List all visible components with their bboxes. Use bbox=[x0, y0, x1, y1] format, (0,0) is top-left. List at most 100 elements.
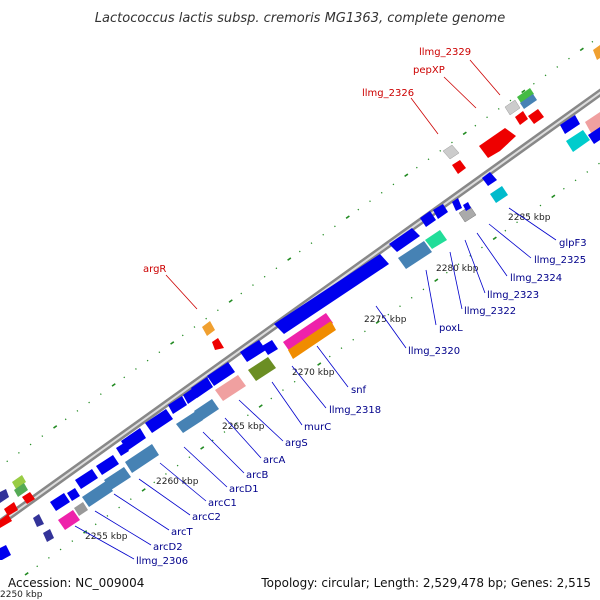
gene-glpf3[interactable] bbox=[482, 172, 497, 186]
tick-mark bbox=[275, 267, 278, 270]
gene-llmg-2320[interactable] bbox=[274, 254, 389, 334]
tick-mark bbox=[521, 89, 526, 94]
gene-small-blue[interactable] bbox=[463, 202, 471, 211]
gene-argr-orange[interactable] bbox=[202, 321, 215, 336]
label-argr[interactable]: argR bbox=[143, 264, 166, 275]
tick-mark bbox=[532, 82, 535, 85]
gene-murc-blue-b[interactable] bbox=[262, 340, 278, 355]
gene-llmg-2326[interactable] bbox=[442, 144, 460, 160]
tick-mark bbox=[64, 418, 67, 421]
label-arca[interactable]: arcA bbox=[263, 455, 286, 466]
label-llmg-2325[interactable]: llmg_2325 bbox=[534, 255, 586, 266]
gene-left-lime[interactable] bbox=[12, 475, 26, 489]
tick-mark bbox=[504, 229, 507, 232]
label-llmg-2326[interactable]: llmg_2326 bbox=[362, 88, 414, 99]
label-llmg-2323[interactable]: llmg_2323 bbox=[487, 290, 539, 301]
gene-arcc2[interactable] bbox=[104, 467, 131, 490]
tick-mark bbox=[334, 225, 336, 228]
tick-mark bbox=[462, 131, 467, 136]
gene-args[interactable] bbox=[215, 375, 246, 401]
gene-argr[interactable] bbox=[212, 338, 224, 350]
gene-left-green[interactable] bbox=[14, 483, 28, 497]
gene-pepxp-b[interactable] bbox=[528, 109, 544, 124]
label-pepxp[interactable]: pepXP bbox=[413, 65, 445, 76]
label-arcc2[interactable]: arcC2 bbox=[192, 512, 221, 523]
label-llmg-2329[interactable]: llmg_2329 bbox=[419, 47, 471, 58]
label-llmg-2306[interactable]: llmg_2306 bbox=[136, 556, 188, 567]
gene-snf[interactable] bbox=[283, 313, 333, 352]
gene-arct-blue-c[interactable] bbox=[67, 488, 80, 501]
map-title: Lactococcus lactis subsp. cremoris MG136… bbox=[95, 11, 505, 26]
tick-mark bbox=[591, 40, 594, 43]
gene-murc[interactable] bbox=[248, 357, 276, 381]
label-arcb[interactable]: arcB bbox=[246, 470, 269, 481]
gene-arct-blue-a[interactable] bbox=[96, 455, 119, 475]
tick-mark bbox=[345, 215, 350, 219]
gene-arcd1-blue-b[interactable] bbox=[121, 428, 146, 451]
gene-snf-orange[interactable] bbox=[288, 321, 336, 359]
gene-arcd1-blue-c[interactable] bbox=[116, 443, 129, 456]
gene-pepxp-a[interactable] bbox=[515, 111, 528, 125]
gene-pepxp[interactable] bbox=[479, 128, 516, 158]
label-llmg-2318[interactable]: llmg_2318 bbox=[329, 405, 381, 416]
label-llmg-2322[interactable]: llmg_2322 bbox=[464, 306, 516, 317]
label-arct[interactable]: arcT bbox=[171, 527, 194, 538]
tick-mark bbox=[579, 47, 584, 52]
label-glpf3[interactable]: glpF3 bbox=[559, 238, 587, 249]
tick-mark bbox=[135, 368, 137, 370]
tick-mark bbox=[118, 506, 120, 509]
outer-tick-ring bbox=[6, 40, 594, 463]
tick-mark bbox=[263, 275, 266, 278]
gene-llmg-2329-green[interactable] bbox=[517, 88, 534, 103]
gene-left-red-c[interactable] bbox=[0, 514, 12, 528]
tick-mark bbox=[434, 278, 439, 283]
label-poxl[interactable]: poxL bbox=[439, 323, 463, 334]
gene-arca-blue-c[interactable] bbox=[191, 377, 213, 398]
gene-tr-cyan[interactable] bbox=[566, 130, 590, 152]
gene-arcd2-blue[interactable] bbox=[50, 493, 70, 511]
gene-arca[interactable] bbox=[176, 411, 203, 433]
label-args[interactable]: argS bbox=[285, 438, 308, 449]
gene-arcd1-blue[interactable] bbox=[145, 409, 173, 433]
gene-llmg-2306[interactable] bbox=[58, 510, 80, 530]
label-snf[interactable]: snf bbox=[351, 385, 367, 396]
gene-llmg-2329[interactable] bbox=[504, 99, 521, 116]
gene-tr-blue-2[interactable] bbox=[588, 127, 600, 144]
gene-left-navy[interactable] bbox=[0, 489, 9, 503]
gene-tr-pink[interactable] bbox=[585, 112, 600, 133]
gene-llmg-2329-blue[interactable] bbox=[520, 94, 537, 109]
gene-murc-blue-a[interactable] bbox=[240, 340, 266, 362]
label-llmg-2320[interactable]: llmg_2320 bbox=[408, 346, 460, 357]
label-arcd2[interactable]: arcD2 bbox=[153, 542, 183, 553]
label-arcc1[interactable]: arcC1 bbox=[208, 498, 237, 509]
gene-llmg-2324[interactable] bbox=[452, 198, 462, 211]
gene-arcd2-navy[interactable] bbox=[43, 529, 54, 542]
gene-arcb[interactable] bbox=[194, 399, 219, 421]
gene-arcd2-grey[interactable] bbox=[74, 502, 88, 516]
coordinate-ticks: 2250 kbp 2255 kbp 2260 kbp 2265 kbp 2270… bbox=[0, 213, 551, 600]
gene-poxl[interactable] bbox=[398, 241, 432, 269]
gene-args-blue[interactable] bbox=[207, 362, 235, 386]
gene-top-orange[interactable] bbox=[593, 45, 600, 60]
gene-arct-blue-b[interactable] bbox=[75, 469, 98, 489]
tick-mark bbox=[141, 488, 146, 492]
gene-llmg-2326-red[interactable] bbox=[452, 160, 466, 174]
gene-llmg-2322-b[interactable] bbox=[433, 204, 448, 219]
gene-arca-blue-a[interactable] bbox=[168, 396, 187, 414]
gene-green-teal[interactable] bbox=[425, 230, 447, 249]
label-arcd1[interactable]: arcD1 bbox=[229, 484, 259, 495]
gene-arct[interactable] bbox=[82, 481, 113, 507]
gene-tr-blue-1[interactable] bbox=[560, 115, 580, 134]
gene-bottom-blue[interactable] bbox=[0, 545, 11, 560]
gene-arcc1[interactable] bbox=[125, 444, 159, 473]
gene-small-navy[interactable] bbox=[33, 514, 44, 527]
label-llmg-2324[interactable]: llmg_2324 bbox=[510, 273, 562, 284]
gene-llmg-2325[interactable] bbox=[490, 186, 508, 203]
gene-left-red-a[interactable] bbox=[22, 492, 35, 504]
gene-left-red-b[interactable] bbox=[4, 502, 18, 516]
tick-mark bbox=[375, 320, 380, 324]
gene-llmg-2322[interactable] bbox=[420, 211, 436, 227]
summary-text: Topology: circular; Length: 2,529,478 bp… bbox=[260, 576, 591, 590]
gene-big-blue-a[interactable] bbox=[389, 228, 420, 252]
label-murc[interactable]: murC bbox=[304, 422, 331, 433]
